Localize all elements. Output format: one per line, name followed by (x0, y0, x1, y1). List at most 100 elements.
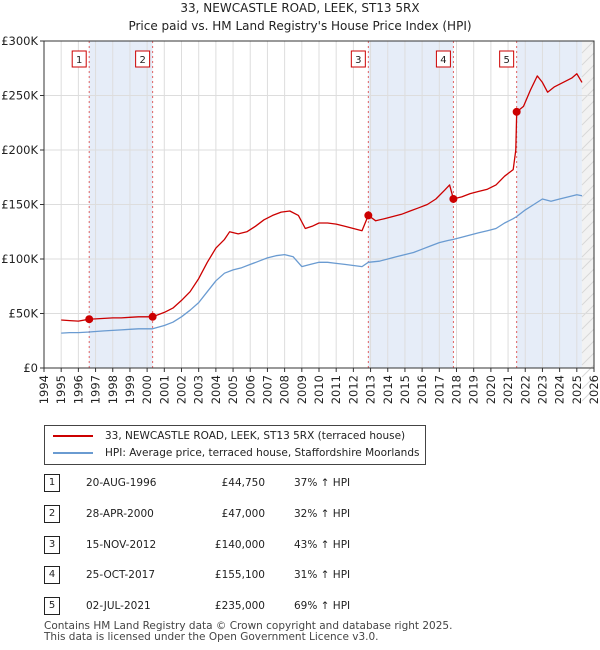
x-tick-label: 2005 (226, 375, 240, 404)
x-tick-label: 2009 (295, 375, 309, 404)
future-hatch (581, 64, 595, 78)
x-tick-label: 2006 (243, 375, 257, 404)
y-tick-label: £100K (1, 252, 38, 266)
legend-label-hpi: HPI: Average price, terraced house, Staf… (105, 447, 420, 459)
transaction-price: £44,750 (221, 477, 265, 489)
footer: Contains HM Land Registry data © Crown c… (44, 621, 452, 643)
transaction-label: 3 (355, 55, 361, 66)
x-tick-label: 2011 (329, 375, 343, 404)
x-tick-label: 1998 (106, 375, 120, 404)
transaction-price: £155,100 (214, 569, 265, 581)
x-tick-label: 1996 (71, 375, 85, 404)
x-tick-label: 2007 (260, 375, 274, 404)
price-chart: 33, NEWCASTLE ROAD, LEEK, ST13 5RX Price… (1, 1, 600, 404)
transaction-hpi: 43% ↑ HPI (294, 539, 351, 551)
legend-item-property: 33, NEWCASTLE ROAD, LEEK, ST13 5RX (terr… (53, 428, 405, 444)
transaction-date: 20-AUG-1996 (86, 477, 157, 489)
future-hatch (581, 376, 595, 390)
transaction-number: 2 (44, 505, 60, 523)
transaction-price: £235,000 (214, 600, 265, 612)
future-hatch (581, 304, 595, 318)
x-tick-label: 2004 (209, 375, 223, 404)
transaction-labels: 1 2 3 4 5 (71, 50, 515, 68)
future-hatch (581, 388, 595, 402)
legend-label-property: 33, NEWCASTLE ROAD, LEEK, ST13 5RX (terr… (105, 430, 406, 442)
transaction-hpi: 32% ↑ HPI (294, 508, 351, 520)
chart-title: 33, NEWCASTLE ROAD, LEEK, ST13 5RX (180, 1, 419, 15)
x-tick-label: 2019 (467, 375, 481, 404)
transaction-date: 15-NOV-2012 (86, 539, 157, 551)
future-hatch (581, 136, 595, 150)
y-tick-label: £300K (1, 34, 38, 48)
x-tick-label: 2013 (364, 375, 378, 404)
x-tick-label: 2017 (432, 375, 446, 404)
hpi-series-line (61, 194, 583, 334)
transaction-label-box (71, 50, 87, 68)
chart-subtitle: Price paid vs. HM Land Registry's House … (128, 19, 471, 33)
future-hatch (581, 316, 595, 330)
property-series-line (61, 73, 583, 322)
x-tick-label: 2002 (175, 375, 189, 404)
future-hatch (581, 148, 595, 162)
legend: 33, NEWCASTLE ROAD, LEEK, ST13 5RX (terr… (44, 425, 426, 465)
future-hatch (581, 220, 595, 234)
footer-copyright: Contains HM Land Registry data © Crown c… (44, 620, 453, 632)
x-tick-label: 1995 (54, 375, 68, 404)
transaction-hpi: 31% ↑ HPI (294, 569, 351, 581)
transaction-marker (449, 194, 458, 203)
legend-item-hpi: HPI: Average price, terraced house, Staf… (53, 445, 419, 461)
transaction-label-box (499, 50, 515, 68)
transaction-marker (364, 211, 373, 220)
transaction-price: £47,000 (221, 508, 265, 520)
x-tick-label: 2001 (157, 375, 171, 404)
transaction-number: 3 (44, 536, 60, 554)
x-tick-label: 2020 (484, 375, 498, 404)
x-tick-label: 2026 (587, 375, 600, 404)
series-lines (61, 73, 583, 334)
y-tick-label: £50K (9, 307, 39, 321)
future-hatch (581, 292, 595, 306)
transaction-price: £140,000 (214, 539, 265, 551)
x-tick-label: 2003 (192, 375, 206, 404)
x-tick-label: 2021 (501, 375, 515, 404)
transaction-date: 02-JUL-2021 (86, 600, 151, 612)
future-hatch (581, 268, 595, 282)
x-tick-label: 2016 (415, 375, 429, 404)
x-tick-label: 2014 (381, 375, 395, 404)
future-hatch (581, 232, 595, 246)
future-hatch (581, 244, 595, 258)
transaction-number: 5 (44, 597, 60, 615)
footer-licence: This data is licensed under the Open Gov… (44, 631, 379, 643)
future-hatch (581, 352, 595, 366)
future-hatch (581, 364, 595, 378)
future-hatch (581, 112, 595, 126)
y-tick-label: £200K (1, 143, 38, 157)
future-hatch (581, 328, 595, 342)
x-tick-label: 2018 (450, 375, 464, 404)
future-hatch (581, 40, 595, 54)
future-hatch (581, 100, 595, 114)
transaction-date: 28-APR-2000 (86, 508, 154, 520)
x-tick-label: 2010 (312, 375, 326, 404)
x-tick-label: 2012 (346, 375, 360, 404)
transaction-label: 4 (440, 55, 446, 66)
future-hatch (581, 184, 595, 198)
transaction-label-box (350, 50, 366, 68)
x-tick-label: 2022 (518, 375, 532, 404)
y-tick-label: £150K (1, 198, 38, 212)
x-tick-label: 2015 (398, 375, 412, 404)
transaction-number: 4 (44, 566, 60, 584)
future-hatch (581, 280, 595, 294)
x-tick-label: 2023 (535, 375, 549, 404)
legend-swatch-hpi (53, 452, 93, 454)
future-hatch (581, 124, 595, 138)
transaction-marker (512, 107, 521, 116)
transaction-markers (85, 107, 521, 324)
transaction-label: 5 (503, 55, 509, 66)
x-tick-label: 2025 (570, 375, 584, 404)
y-tick-label: £0 (23, 361, 38, 375)
transaction-hpi: 69% ↑ HPI (294, 600, 351, 612)
future-hatch (581, 76, 595, 90)
x-tick-label: 2000 (140, 375, 154, 404)
x-tick-label: 1999 (123, 375, 137, 404)
